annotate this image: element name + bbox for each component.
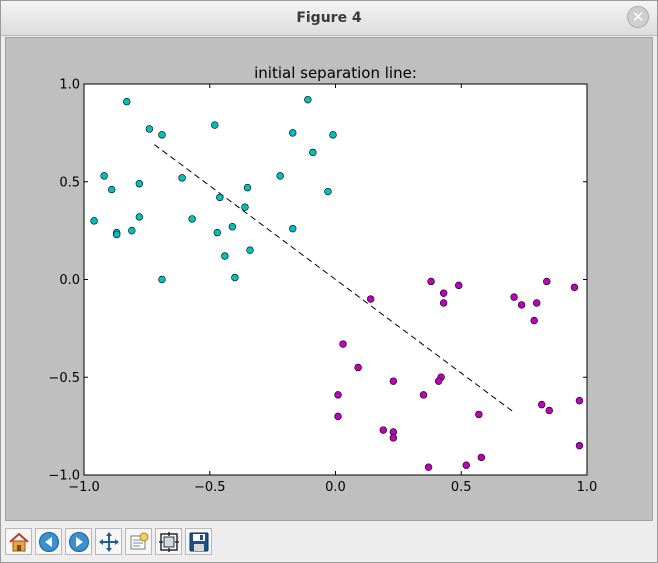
data-point (90, 217, 98, 225)
data-point (543, 277, 551, 286)
data-points (90, 95, 584, 471)
data-point (228, 223, 237, 231)
data-point (289, 129, 297, 137)
data-point (354, 363, 362, 372)
y-tick-label: −0.5 (48, 371, 80, 386)
subplots-button[interactable] (155, 528, 182, 555)
navigation-toolbar (3, 525, 655, 561)
data-point (434, 377, 443, 385)
data-point (475, 410, 483, 419)
data-point (213, 228, 221, 237)
data-point (532, 299, 541, 307)
data-point (575, 397, 584, 405)
scatter-plot: initial separation line: −1.0 −0.5 0.0 0.5 1… (48, 64, 597, 495)
data-point (100, 172, 108, 180)
close-button[interactable]: ✕ (627, 6, 649, 28)
subplots-icon (158, 531, 179, 552)
data-point (324, 187, 332, 196)
y-tick-label: 0.0 (59, 273, 80, 288)
data-point (128, 226, 136, 235)
data-point (246, 246, 254, 254)
x-tick-label: −1.0 (68, 480, 100, 495)
data-point (517, 301, 526, 309)
data-point (158, 275, 166, 284)
data-point (510, 293, 518, 301)
data-point (231, 273, 239, 282)
chart-title: initial separation line: (254, 64, 417, 82)
data-point (334, 391, 342, 399)
window-title: Figure 4 (296, 10, 362, 26)
data-point (178, 174, 186, 182)
data-point (419, 391, 428, 399)
floppy-disk-icon (189, 532, 208, 551)
data-point (334, 412, 342, 421)
data-point (389, 377, 398, 385)
data-point (276, 172, 284, 180)
data-point (216, 193, 224, 202)
home-icon (8, 532, 29, 551)
x-axis: −1.0 −0.5 0.0 0.5 1.0 (68, 84, 597, 495)
data-point (538, 400, 546, 409)
home-button[interactable] (5, 528, 32, 555)
y-axis: −1.0 −0.5 0.0 0.5 1.0 (48, 78, 587, 484)
data-point (135, 180, 144, 188)
data-point (304, 95, 312, 104)
data-point (530, 316, 538, 325)
data-point (439, 289, 448, 297)
y-tick-label: 1.0 (59, 78, 80, 93)
y-tick-label: 0.5 (59, 175, 80, 190)
data-point (123, 97, 131, 106)
back-button[interactable] (35, 528, 62, 555)
forward-button[interactable] (65, 528, 92, 555)
data-point (379, 426, 387, 434)
data-point (477, 453, 486, 462)
data-point (112, 230, 121, 239)
x-tick-label: 1.0 (577, 480, 598, 495)
data-point (570, 283, 579, 292)
figure-canvas[interactable]: initial separation line: −1.0 −0.5 0.0 0.5 1… (5, 37, 653, 521)
data-point (221, 252, 229, 260)
x-tick-label: 0.0 (325, 480, 346, 495)
move-icon (98, 531, 119, 552)
data-point (135, 213, 144, 221)
data-point (107, 185, 116, 194)
x-tick-label: 0.5 (451, 480, 472, 495)
data-point (289, 224, 297, 233)
data-point (188, 215, 196, 223)
data-point (439, 299, 448, 307)
data-point (367, 295, 375, 303)
separation-line (154, 144, 515, 413)
save-button[interactable] (185, 528, 212, 555)
data-point (309, 148, 317, 157)
arrow-left-icon (38, 531, 59, 552)
data-point (455, 281, 463, 290)
arrow-right-icon (68, 531, 89, 552)
data-point (145, 125, 154, 133)
x-tick-label: −0.5 (194, 480, 226, 495)
data-point (462, 461, 470, 469)
data-point (575, 441, 584, 450)
data-point (243, 183, 252, 192)
data-point (211, 121, 219, 129)
data-point (158, 131, 166, 139)
data-point (339, 340, 347, 348)
close-icon: ✕ (631, 8, 645, 26)
data-point (424, 463, 433, 471)
y-tick-label: −1.0 (48, 469, 80, 484)
pan-button[interactable] (95, 528, 122, 555)
data-point (389, 434, 398, 442)
zoom-button[interactable] (125, 528, 152, 555)
data-point (427, 277, 435, 286)
data-point (545, 406, 553, 415)
title-bar[interactable]: Figure 4 ✕ (1, 1, 657, 36)
separation-line-layer (154, 144, 515, 413)
zoom-rect-icon (130, 532, 148, 549)
data-point (241, 203, 249, 211)
data-point (329, 131, 337, 139)
